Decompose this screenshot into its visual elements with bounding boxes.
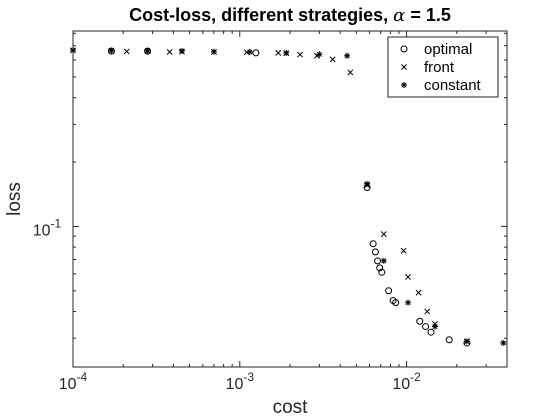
legend-marker-front [401,64,407,70]
front-point [347,69,354,76]
x-axis-label: cost [273,397,309,418]
front-point [329,56,336,63]
optimal-point [422,323,430,331]
constant-point [500,339,507,346]
series-constant [70,47,507,346]
series-optimal [107,47,471,347]
title-symbol: α [393,5,405,26]
x-tick-exponent: -2 [410,370,421,384]
constant-point [364,180,371,187]
constant-point [210,48,217,55]
axis-tick-labels: 10-4 10-3 10-210-1 [33,216,421,393]
x-tick-label: 10-3 [226,370,255,393]
y-tick-base: 10 [33,222,51,239]
constant-point [246,49,253,56]
constant-point [431,323,438,330]
optimal-point [392,299,400,307]
front-point [415,289,422,296]
constant-point [316,51,323,58]
data-points [70,47,507,347]
optimal-point [369,240,377,248]
constant-point [344,52,351,59]
y-tick-exponent: -1 [51,216,62,230]
x-tick-base: 10 [392,376,410,393]
front-point [400,247,407,254]
constant-point [178,47,185,54]
optimal-point [376,264,384,272]
y-tick-label: 10-1 [33,216,62,239]
front-point [405,274,411,280]
legend-label-constant: constant [424,77,482,94]
x-tick-label: 10-2 [392,370,421,393]
x-tick-exponent: -4 [77,370,88,384]
optimal-point [385,287,393,295]
axis-ticks [72,31,508,367]
constant-point [405,299,412,306]
optimal-point [427,328,435,336]
front-point [166,48,173,55]
y-axis-label: loss [4,182,25,216]
x-tick-label: 10-4 [59,370,88,393]
chart-title: Cost-loss, different strategies, α = 1.5 [129,5,451,26]
optimal-point [416,317,424,325]
front-point [275,49,282,56]
constant-point [283,49,290,56]
title-main: Cost-loss, different strategies, [129,5,393,25]
optimal-point [374,257,382,265]
optimal-point [252,49,260,57]
constant-point [463,338,470,345]
constant-point [144,47,151,54]
front-point [380,231,387,238]
optimal-point [378,268,386,276]
legend-marker-constant [401,82,407,88]
x-tick-base: 10 [59,376,77,393]
optimal-point [445,336,453,344]
legend-label-optimal: optimal [424,41,472,58]
constant-point [108,47,115,54]
legend-label-front: front [424,59,455,76]
front-point [297,51,304,58]
legend-marker-optimal [400,45,408,53]
constant-point [380,257,387,264]
front-point [123,48,130,55]
front-point [424,308,431,315]
title-suffix: = 1.5 [405,5,451,25]
optimal-point [371,248,379,256]
x-tick-base: 10 [226,376,244,393]
constant-point [70,47,76,54]
x-tick-exponent: -3 [243,370,254,384]
